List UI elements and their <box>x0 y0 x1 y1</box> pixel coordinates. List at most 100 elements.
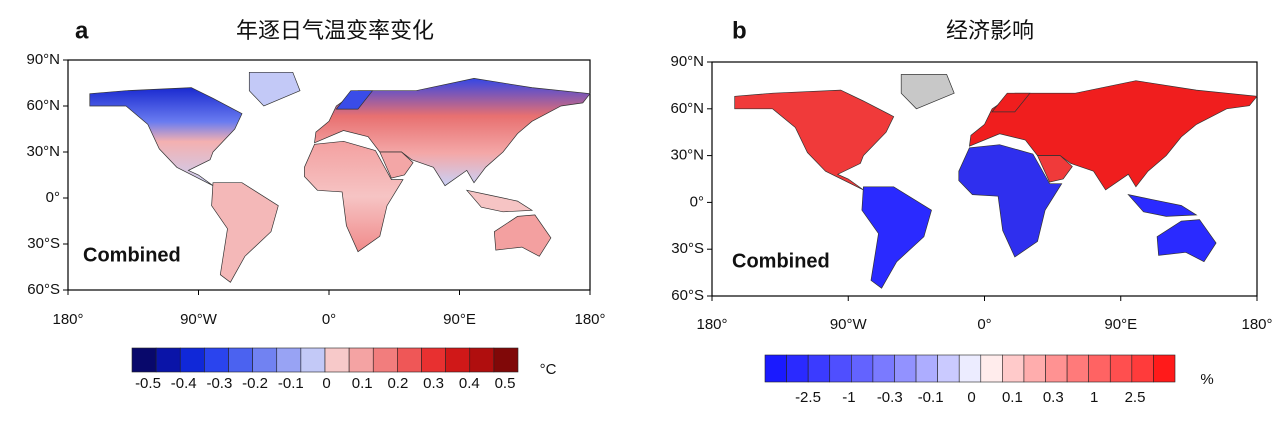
colorbar-label: -0.5 <box>135 375 161 392</box>
x-tick-label: 90°E <box>443 311 476 328</box>
land-region <box>248 71 301 107</box>
colorbar-unit: % <box>1200 371 1213 388</box>
colorbar-swatch <box>300 347 326 373</box>
colorbar-swatch <box>980 354 1003 383</box>
y-tick-label: 30°N <box>670 147 704 164</box>
colorbar-swatch <box>1109 354 1133 383</box>
land-region <box>1036 155 1073 183</box>
land-region <box>900 74 955 110</box>
land-region <box>465 189 534 213</box>
x-tick-label: 0° <box>977 316 991 333</box>
colorbar-swatch <box>915 354 938 383</box>
colorbar-unit: °C <box>540 361 557 378</box>
panel-title: 年逐日气温变率变化 <box>236 18 434 43</box>
colorbar-swatch <box>204 347 229 373</box>
colorbar-label: 2.5 <box>1125 389 1146 406</box>
colorbar-swatch <box>397 347 422 373</box>
colorbar-swatch <box>493 347 519 373</box>
panel-label: a <box>75 17 89 44</box>
land-region <box>493 214 552 257</box>
colorbar-label: -0.1 <box>918 389 944 406</box>
colorbar-swatch <box>829 354 852 383</box>
y-tick-label: 60°N <box>26 97 60 114</box>
land-region <box>734 89 895 191</box>
colorbar-swatch <box>155 347 181 373</box>
colorbar-swatch <box>445 347 471 373</box>
colorbar-swatch <box>937 354 960 383</box>
y-tick-label: 30°S <box>671 240 704 257</box>
colorbar-swatch <box>228 347 253 373</box>
colorbar-label: 0.3 <box>423 375 444 392</box>
colorbar-swatch <box>1153 354 1176 383</box>
y-tick-label: 30°N <box>26 143 60 160</box>
land-region <box>861 186 932 289</box>
x-tick-label: 90°E <box>1104 316 1137 333</box>
y-tick-label: 90°N <box>670 53 704 70</box>
colorbar-label: 0 <box>322 375 330 392</box>
land-region <box>304 140 404 253</box>
land-region <box>1156 219 1217 263</box>
annotation: Combined <box>83 244 181 266</box>
y-tick-label: 60°N <box>670 100 704 117</box>
colorbar-swatch <box>1002 354 1025 383</box>
land-region <box>991 92 1031 113</box>
colorbar-label: -0.1 <box>278 375 304 392</box>
colorbar-swatch <box>872 354 895 383</box>
colorbar-label: 0.1 <box>1002 389 1023 406</box>
colorbar-swatch <box>1023 354 1046 383</box>
annotation: Combined <box>732 250 830 272</box>
colorbar-label: -0.3 <box>206 375 232 392</box>
y-tick-label: 0° <box>46 189 60 206</box>
land-region <box>211 182 279 283</box>
colorbar-label: 0.4 <box>459 375 480 392</box>
land-region <box>89 87 243 187</box>
x-tick-label: 180° <box>696 316 727 333</box>
colorbar-swatch <box>1131 354 1154 383</box>
x-tick-label: 0° <box>322 311 336 328</box>
colorbar-label: 0.5 <box>495 375 516 392</box>
colorbar-swatch <box>807 354 831 383</box>
colorbar-label: 0 <box>967 389 975 406</box>
colorbar-swatch <box>786 354 809 383</box>
colorbar-swatch <box>348 347 374 373</box>
colorbar-swatch <box>276 347 302 373</box>
x-tick-label: 180° <box>52 311 83 328</box>
colorbar-label: 0.3 <box>1043 389 1064 406</box>
colorbar-swatch <box>252 347 278 373</box>
colorbar-swatch <box>1088 354 1111 383</box>
x-tick-label: 180° <box>1241 316 1272 333</box>
colorbar-swatch <box>1045 354 1068 383</box>
colorbar-label: -0.4 <box>171 375 197 392</box>
colorbar-swatch <box>958 354 982 383</box>
colorbar-label: -0.3 <box>877 389 903 406</box>
land-region <box>958 144 1063 258</box>
colorbar-swatch <box>469 347 495 373</box>
land-region <box>335 90 374 110</box>
colorbar-label: -0.2 <box>242 375 268 392</box>
colorbar-swatch <box>1066 354 1089 383</box>
colorbar-swatch <box>851 354 874 383</box>
x-tick-label: 90°W <box>180 311 218 328</box>
colorbar-swatch <box>894 354 917 383</box>
land-region <box>379 151 414 179</box>
colorbar-swatch <box>372 347 398 373</box>
y-tick-label: 60°S <box>27 281 60 298</box>
colorbar-label: 0.2 <box>387 375 408 392</box>
x-tick-label: 180° <box>574 311 605 328</box>
colorbar-label: -1 <box>842 389 855 406</box>
colorbar-swatch <box>324 347 350 373</box>
colorbar-label: -2.5 <box>795 389 821 406</box>
y-tick-label: 60°S <box>671 287 704 304</box>
colorbar-label: 0.1 <box>352 375 373 392</box>
colorbar-label: 1 <box>1090 389 1098 406</box>
land-region <box>1127 194 1198 217</box>
y-tick-label: 90°N <box>26 51 60 68</box>
panel-label: b <box>732 17 747 44</box>
x-tick-label: 90°W <box>830 316 868 333</box>
colorbar-swatch <box>131 347 157 373</box>
panel-title: 经济影响 <box>946 18 1034 43</box>
y-tick-label: 30°S <box>27 235 60 252</box>
colorbar-swatch <box>764 354 787 383</box>
colorbar-swatch <box>421 347 446 373</box>
